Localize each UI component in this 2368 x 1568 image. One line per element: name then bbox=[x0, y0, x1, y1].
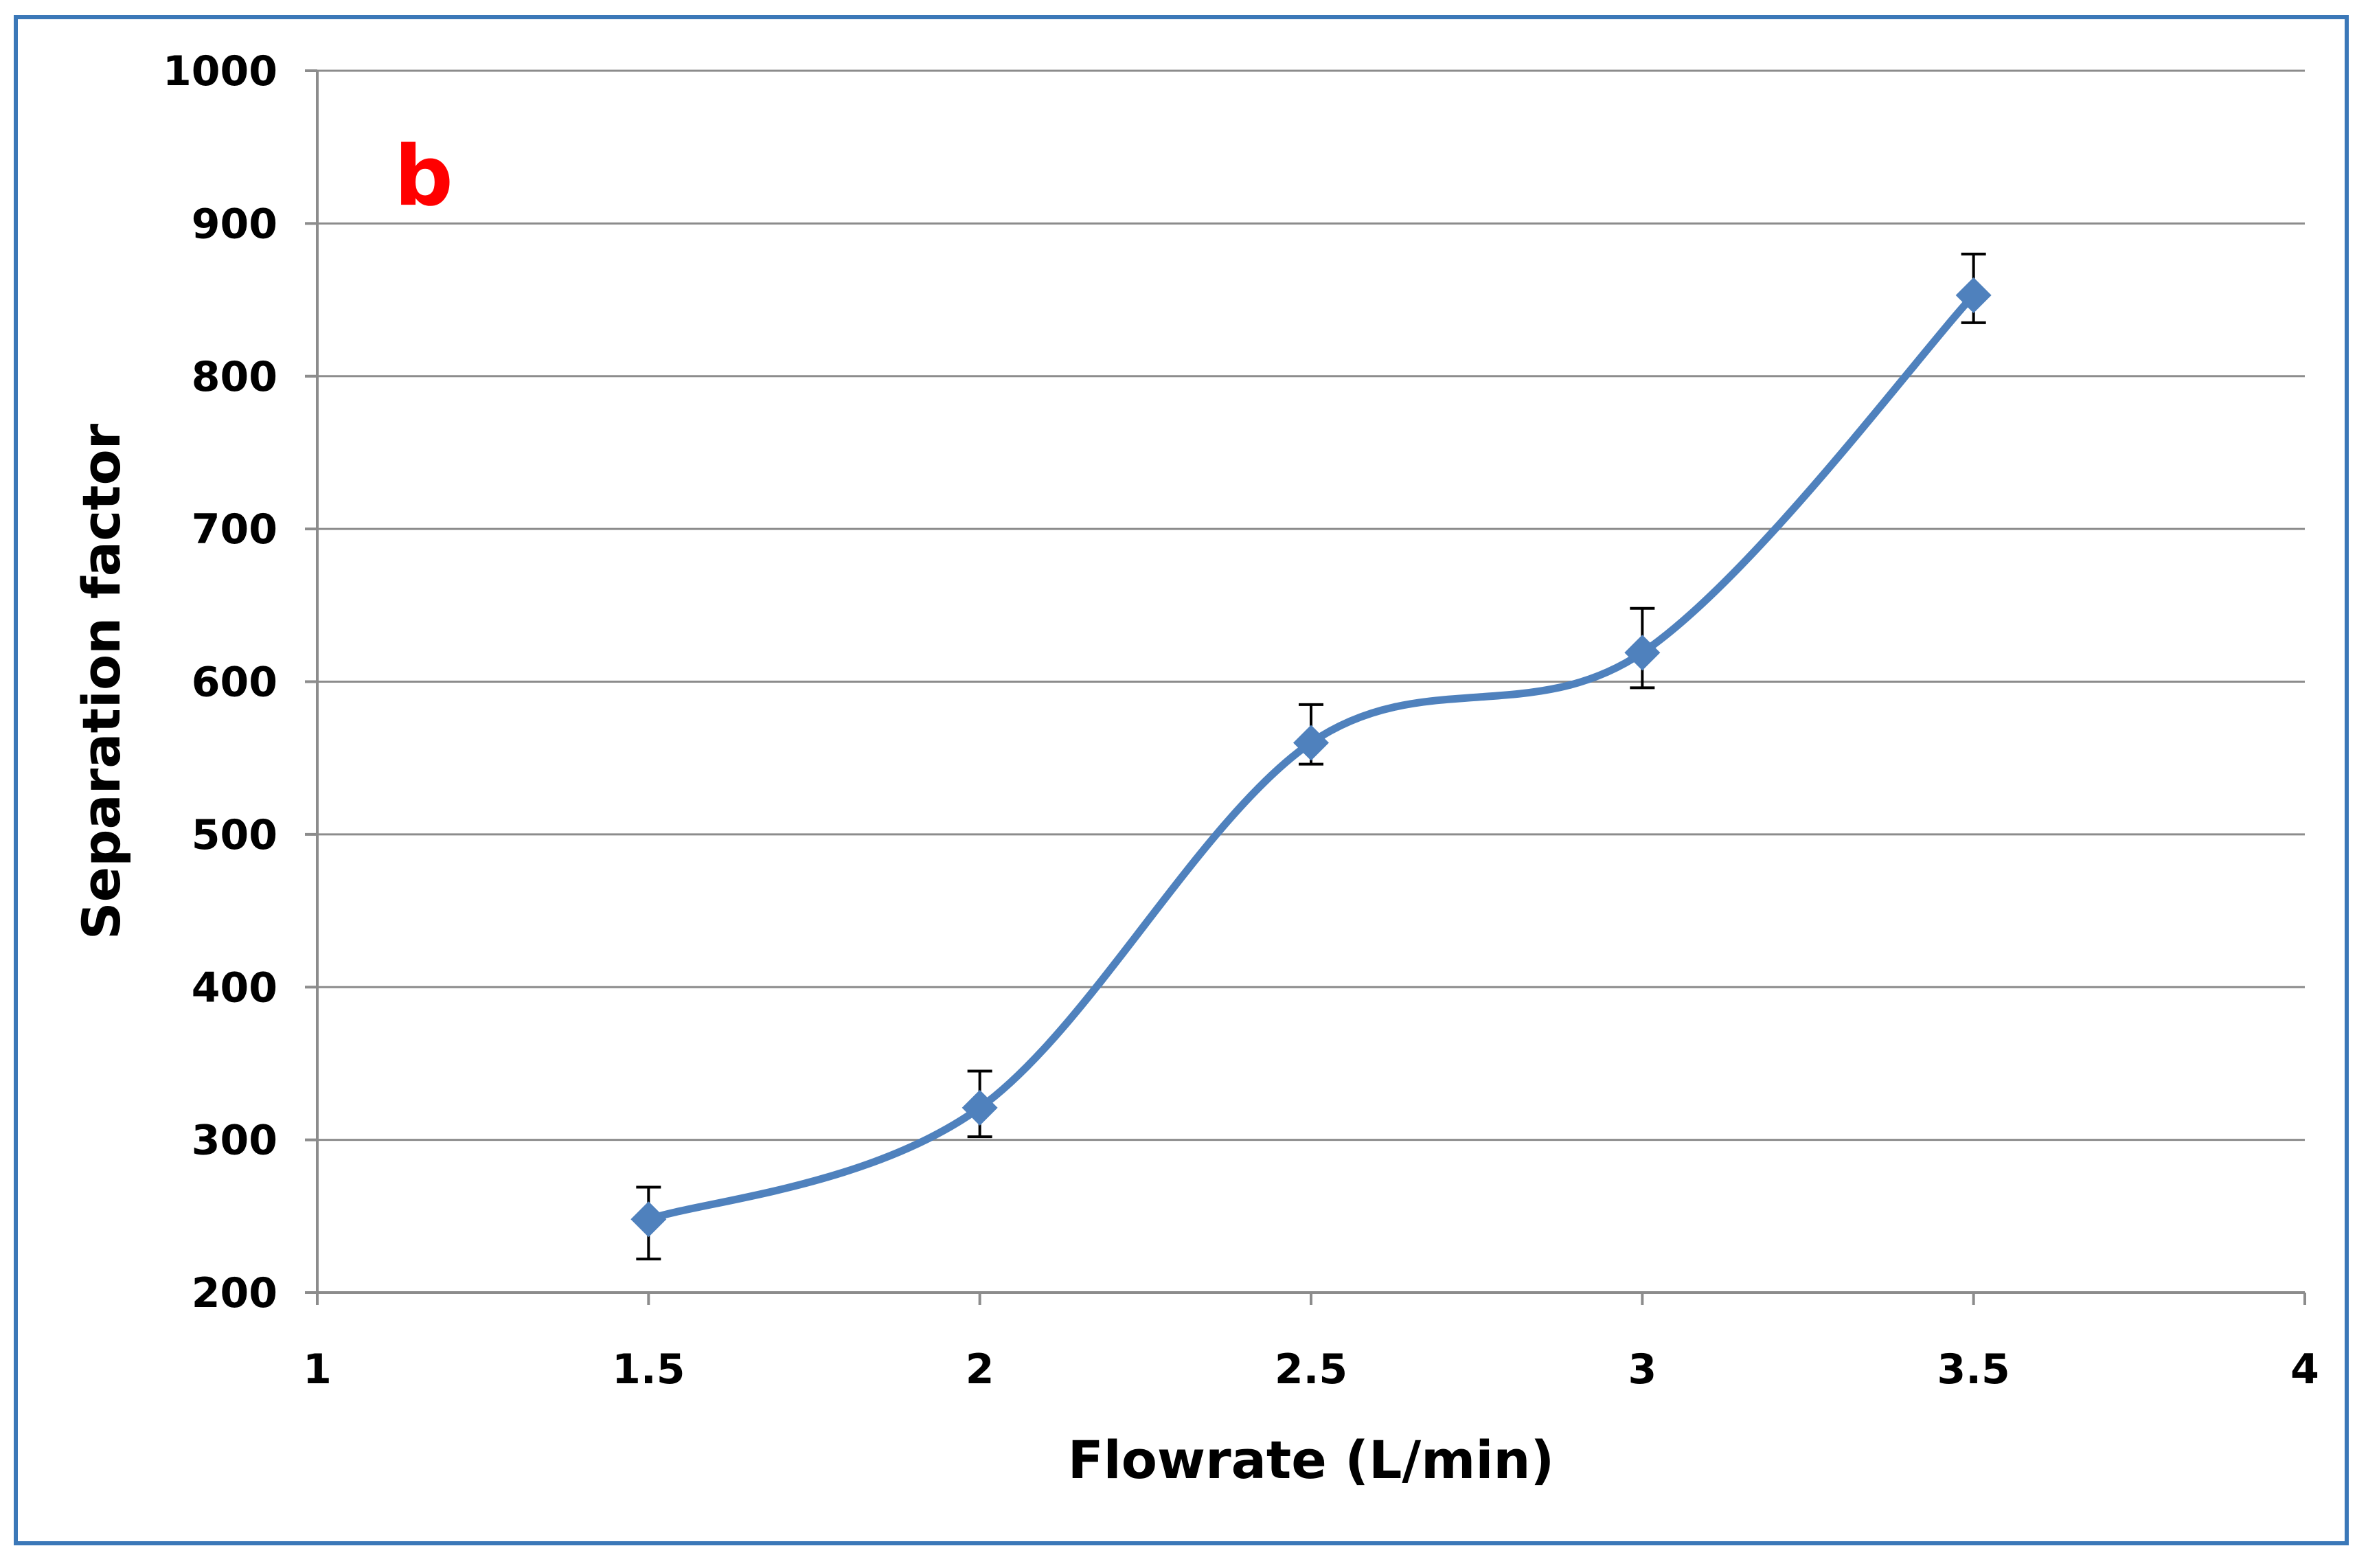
x-tick-label: 2.5 bbox=[1275, 1345, 1347, 1394]
x-tick-label: 1.5 bbox=[612, 1345, 685, 1394]
x-tick-label: 3 bbox=[1628, 1345, 1657, 1394]
separation-factor-chart: 200 300 400 500 600 700 800 900 1000 1 1.5 2 2.5 3 3.5… bbox=[71, 47, 2319, 1490]
gridlines bbox=[317, 69, 2305, 1141]
y-tick-label: 800 bbox=[192, 353, 277, 401]
y-tick-label: 900 bbox=[192, 200, 277, 248]
y-tick-label: 700 bbox=[192, 505, 277, 554]
x-tick-label: 2 bbox=[966, 1345, 994, 1394]
axes bbox=[305, 69, 2306, 1305]
data-point-marker bbox=[1293, 725, 1329, 761]
tick-labels: 200 300 400 500 600 700 800 900 1000 1 1.5 2 2.5 3 3.5… bbox=[163, 47, 2319, 1394]
x-tick-label: 4 bbox=[2290, 1345, 2319, 1394]
chart-frame: 200 300 400 500 600 700 800 900 1000 1 1.5 2 2.5 3 3.5… bbox=[14, 15, 2349, 1545]
y-axis-title: Separation factor bbox=[71, 423, 132, 940]
y-tick-label: 500 bbox=[192, 811, 277, 859]
y-tick-label: 300 bbox=[192, 1117, 277, 1165]
data-point-marker bbox=[1624, 635, 1661, 671]
x-tick-label: 3.5 bbox=[1937, 1345, 2010, 1394]
data-point-marker bbox=[630, 1201, 667, 1238]
x-axis-title: Flowrate (L/min) bbox=[1068, 1429, 1555, 1490]
data-point-marker bbox=[961, 1089, 998, 1126]
series-group bbox=[630, 252, 1992, 1261]
y-tick-label: 200 bbox=[192, 1269, 277, 1317]
y-tick-label: 600 bbox=[192, 659, 277, 707]
y-tick-label: 1000 bbox=[163, 47, 277, 95]
panel-label: b bbox=[394, 129, 453, 225]
x-tick-label: 1 bbox=[303, 1345, 332, 1394]
y-tick-label: 400 bbox=[192, 964, 277, 1012]
data-point-marker bbox=[1955, 277, 1992, 313]
